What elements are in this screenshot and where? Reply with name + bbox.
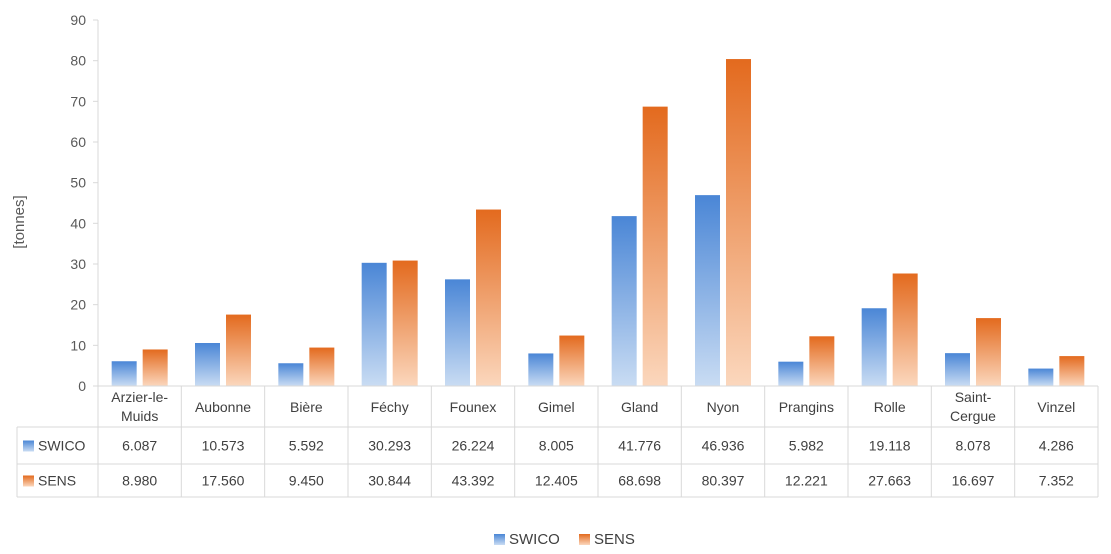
category-label: Rolle: [874, 399, 906, 415]
table-cell-value: 6.087: [122, 438, 157, 454]
category-label: Bière: [290, 399, 323, 415]
y-tick-label: 0: [78, 378, 86, 394]
bar-swico: [445, 279, 470, 386]
table-series-name: SWICO: [38, 438, 86, 454]
bar-sens: [892, 273, 918, 386]
category-label: Nyon: [707, 399, 740, 415]
category-label: Founex: [450, 399, 497, 415]
table-cell-value: 16.697: [952, 473, 995, 489]
legend-key-swico: [494, 534, 505, 545]
bar-sens: [726, 59, 751, 387]
category-label-line: Muids: [121, 408, 158, 424]
bar-swico: [611, 216, 637, 386]
table-cell-value: 43.392: [452, 473, 495, 489]
bar-sens: [226, 314, 251, 386]
table-cell-value: 30.293: [368, 438, 411, 454]
table-cell-value: 27.663: [868, 473, 911, 489]
bar-swico: [861, 308, 887, 386]
data-table: Arzier-le- Muids Aubonne Bière Féchy Founex Gi…: [16, 385, 1099, 498]
category-label: Vinzel: [1037, 399, 1075, 415]
y-tick-label: 40: [70, 215, 86, 231]
category-label: Aubonne: [195, 399, 251, 415]
category-label-line: Cergue: [950, 408, 996, 424]
bar-sens: [309, 347, 335, 386]
y-axis: 0 10 20 30 40 50 60 70 80 90: [70, 12, 99, 394]
bar-swico: [945, 353, 970, 386]
bar-sens: [142, 349, 168, 386]
y-tick-label: 90: [70, 12, 86, 28]
table-cell-value: 41.776: [618, 438, 661, 454]
y-tick-label: 30: [70, 256, 86, 272]
y-tick-label: 20: [70, 297, 86, 313]
table-cell-value: 7.352: [1039, 473, 1074, 489]
bar-sens: [642, 106, 668, 386]
bar-swico: [111, 361, 137, 386]
table-cell-value: 9.450: [289, 473, 324, 489]
category-label: Féchy: [371, 399, 409, 415]
bars: [111, 59, 1085, 387]
table-cell-value: 80.397: [702, 473, 745, 489]
table-cell-value: 8.005: [539, 438, 574, 454]
y-tick-label: 80: [70, 53, 86, 69]
y-tick-label: 60: [70, 134, 86, 150]
y-tick-label: 10: [70, 337, 86, 353]
y-tick-label: 50: [70, 175, 86, 191]
bar-swico: [528, 353, 554, 386]
bar-swico: [695, 195, 720, 386]
bar-sens: [476, 209, 501, 386]
bar-swico: [278, 363, 304, 386]
table-cell-value: 5.982: [789, 438, 824, 454]
category-label: Prangins: [779, 399, 834, 415]
table-cell-value: 10.573: [202, 438, 245, 454]
bar-swico: [195, 343, 220, 386]
category-label: Arzier-le- Muids: [111, 389, 168, 424]
bar-sens: [559, 335, 585, 386]
legend-label: SWICO: [509, 531, 560, 548]
table-cell-value: 68.698: [618, 473, 661, 489]
legend: SWICO SENS: [494, 531, 635, 548]
category-label-line: Saint-: [955, 389, 992, 405]
table-legend-key: [23, 475, 34, 487]
table-cell-value: 12.405: [535, 473, 578, 489]
y-tick-label: 70: [70, 93, 86, 109]
table-cell-value: 8.078: [955, 438, 990, 454]
category-label: Saint- Cergue: [950, 389, 996, 424]
table-cell-value: 5.592: [289, 438, 324, 454]
table-cell-value: 12.221: [785, 473, 828, 489]
table-series-name: SENS: [38, 473, 76, 489]
category-label: Gimel: [538, 399, 575, 415]
bar-sens: [1059, 356, 1085, 386]
table-cell-value: 46.936: [702, 438, 745, 454]
category-label-line: Arzier-le-: [111, 389, 168, 405]
y-axis-label: [tonnes]: [11, 195, 28, 248]
bar-sens: [809, 336, 835, 386]
table-cell-value: 17.560: [202, 473, 245, 489]
legend-key-sens: [579, 534, 590, 545]
bar-swico: [361, 262, 387, 386]
table-legend-key: [23, 440, 34, 452]
bar-swico: [1028, 368, 1054, 386]
bar-sens: [976, 318, 1001, 386]
category-label: Gland: [621, 399, 658, 415]
table-cell-value: 30.844: [368, 473, 411, 489]
table-cell-value: 8.980: [122, 473, 157, 489]
bar-swico: [778, 361, 804, 386]
table-cell-value: 19.118: [869, 438, 911, 454]
table-cell-value: 26.224: [452, 438, 495, 454]
legend-label: SENS: [594, 531, 635, 548]
table-cell-value: 4.286: [1039, 438, 1074, 454]
bar-sens: [392, 260, 418, 386]
